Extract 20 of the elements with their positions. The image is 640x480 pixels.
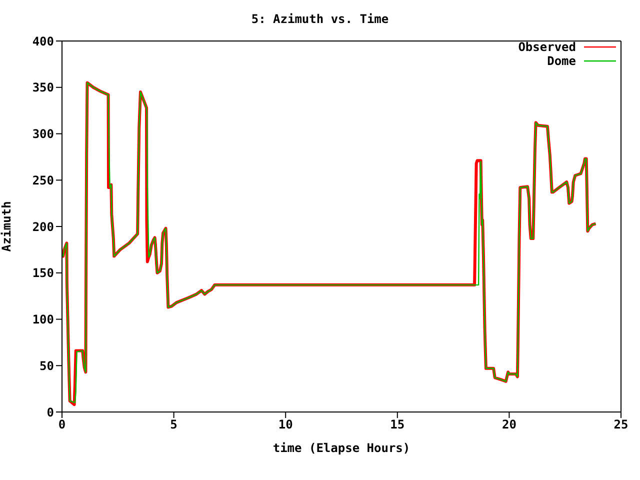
y-tick-label: 100: [32, 312, 54, 327]
y-tick-label: 350: [32, 80, 54, 95]
y-tick-label: 400: [32, 34, 54, 48]
chart-title: 5: Azimuth vs. Time: [250, 12, 390, 26]
legend-label: Dome: [547, 54, 576, 68]
legend-label: Observed: [518, 40, 576, 54]
x-tick-label: 10: [278, 418, 293, 432]
y-tick-label: 50: [40, 358, 54, 373]
y-tick-label: 0: [46, 405, 54, 420]
y-tick-label: 150: [32, 266, 54, 280]
x-tick-label: 0: [58, 418, 66, 432]
x-axis-title: time (Elapse Hours): [272, 441, 410, 455]
y-tick-label: 300: [32, 127, 54, 142]
y-tick-label: 250: [32, 173, 54, 188]
x-tick-label: 25: [614, 418, 628, 432]
x-tick-label: 20: [502, 418, 516, 432]
y-tick-label: 200: [32, 220, 54, 234]
x-tick-label: 15: [390, 418, 405, 432]
x-tick-label: 5: [170, 418, 178, 432]
y-axis-title: Azimuth: [0, 201, 14, 252]
